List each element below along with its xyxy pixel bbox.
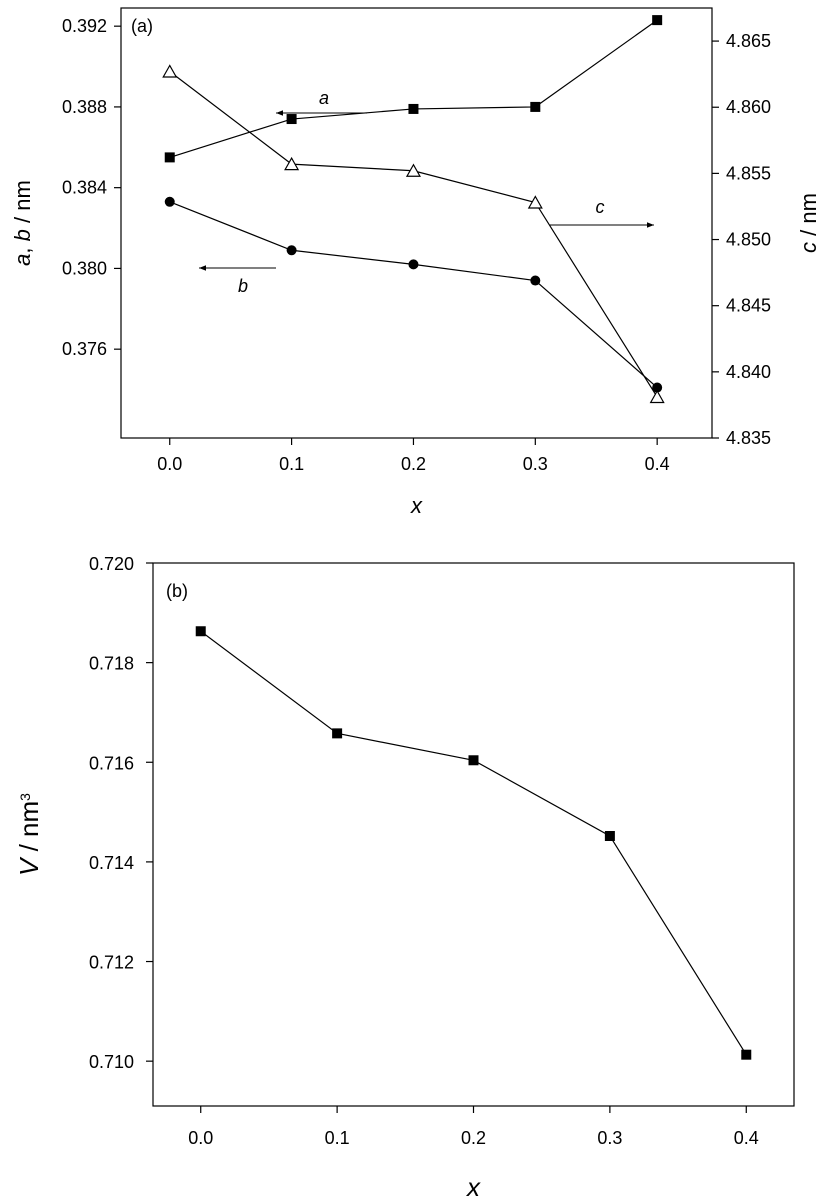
y-left-title-a-var: a (10, 254, 35, 266)
y-left-tick-label-a: 0.376 (62, 339, 107, 359)
data-point-V (604, 830, 615, 841)
data-point-b (286, 245, 297, 256)
x-tick-label-b: 0.2 (461, 1128, 486, 1148)
data-point-a (164, 152, 175, 163)
annotations-a: a b c (199, 88, 654, 296)
data-point-V (468, 755, 479, 766)
y-tick-label-b: 0.718 (89, 654, 134, 674)
data-point-a (286, 114, 297, 125)
y-title-exponent: 3 (17, 793, 33, 801)
x-tick-label-b: 0.1 (325, 1128, 350, 1148)
chart-panel-a: 0.0 0.1 0.2 0.3 0.4 0.376 0.380 0.384 0.388 0.39… (10, 7, 821, 518)
y-right-tick-label-a: 4.840 (726, 362, 771, 382)
y-axis-left-a: 0.376 0.380 0.384 0.388 0.392 (62, 16, 121, 359)
data-point-V (332, 728, 343, 739)
y-tick-label-b: 0.716 (89, 753, 134, 773)
data-point-c (649, 389, 665, 404)
y-tick-label-b: 0.712 (89, 953, 134, 973)
y-axis-right-a: 4.835 4.840 4.845 4.850 4.855 4.860 4.865 (712, 31, 771, 448)
data-point-V (741, 1049, 752, 1060)
chart-panel-b: 0.0 0.1 0.2 0.3 0.4 0.7100.7120.7140.7160.71… (14, 554, 795, 1202)
series-group-b (195, 626, 752, 1060)
x-tick-label-a: 0.4 (645, 454, 670, 474)
y-axis-title-left-a: a, b / nm (10, 180, 35, 266)
x-axis-a: 0.0 0.1 0.2 0.3 0.4 (157, 438, 670, 474)
data-point-c (162, 64, 178, 78)
y-left-tick-label-a: 0.380 (62, 258, 107, 278)
y-axis-b: 0.710 0.712 0.714 0.716 0.718 0.720 (89, 554, 153, 1072)
x-tick-label-b: 0.0 (188, 1128, 213, 1148)
annotation-a-label: a (319, 88, 329, 108)
x-tick-label-b: 0.3 (597, 1128, 622, 1148)
plot-frame-b (152, 562, 795, 1107)
annotation-c-label: c (596, 197, 605, 217)
data-point-b (530, 275, 541, 286)
x-axis-title-a: x (410, 493, 423, 518)
panel-label-b: (b) (166, 581, 188, 601)
data-point-c (527, 195, 543, 209)
data-point-a (652, 15, 663, 26)
series-group-a (162, 15, 665, 404)
x-tick-label-b: 0.4 (734, 1128, 759, 1148)
y-right-tick-label-a: 4.845 (726, 296, 771, 316)
y-tick-label-b: 0.720 (89, 554, 134, 574)
y-tick-label-b: 0.714 (89, 853, 134, 873)
data-point-V (195, 626, 206, 637)
y-axis-title-right-a: c / nm (796, 193, 821, 253)
data-point-b (408, 259, 419, 270)
y-left-tick-label-a: 0.384 (62, 178, 107, 198)
y-axis-title-b: V / nm3 (14, 793, 44, 876)
y-title-unit: / nm (14, 801, 44, 859)
y-left-tick-label-a: 0.392 (62, 16, 107, 36)
series-line-a (169, 19, 658, 158)
data-point-b (164, 196, 175, 207)
y-left-tick-label-a: 0.388 (62, 97, 107, 117)
y-title-v-var: V (14, 856, 44, 876)
x-axis-title-b: x (465, 1172, 481, 1202)
y-right-tick-label-a: 4.850 (726, 230, 771, 250)
x-axis-b: 0.0 0.1 0.2 0.3 0.4 (188, 1106, 759, 1148)
data-point-c (284, 156, 300, 171)
panel-label-a: (a) (131, 16, 153, 36)
y-left-title-unit: / nm (10, 180, 35, 229)
y-right-tick-label-a: 4.865 (726, 31, 771, 51)
y-right-tick-label-a: 4.860 (726, 97, 771, 117)
data-point-c (405, 163, 421, 177)
y-left-title-b-var: b (10, 229, 35, 241)
y-right-title-unit: / nm (796, 193, 821, 242)
series-line-V (200, 630, 747, 1056)
x-tick-label-a: 0.3 (523, 454, 548, 474)
data-point-a (530, 101, 541, 112)
data-point-b (652, 382, 663, 393)
series-line-c (169, 71, 658, 398)
y-right-title-c-var: c (796, 242, 821, 253)
y-right-tick-label-a: 4.855 (726, 163, 771, 183)
y-right-tick-label-a: 4.835 (726, 428, 771, 448)
x-tick-label-a: 0.1 (279, 454, 304, 474)
plot-frame-a (120, 7, 713, 439)
x-tick-label-a: 0.0 (157, 454, 182, 474)
x-tick-label-a: 0.2 (401, 454, 426, 474)
annotation-b-label: b (238, 276, 248, 296)
data-point-a (408, 103, 419, 114)
y-tick-label-b: 0.710 (89, 1052, 134, 1072)
y-left-title-a-sep: , (10, 241, 35, 253)
